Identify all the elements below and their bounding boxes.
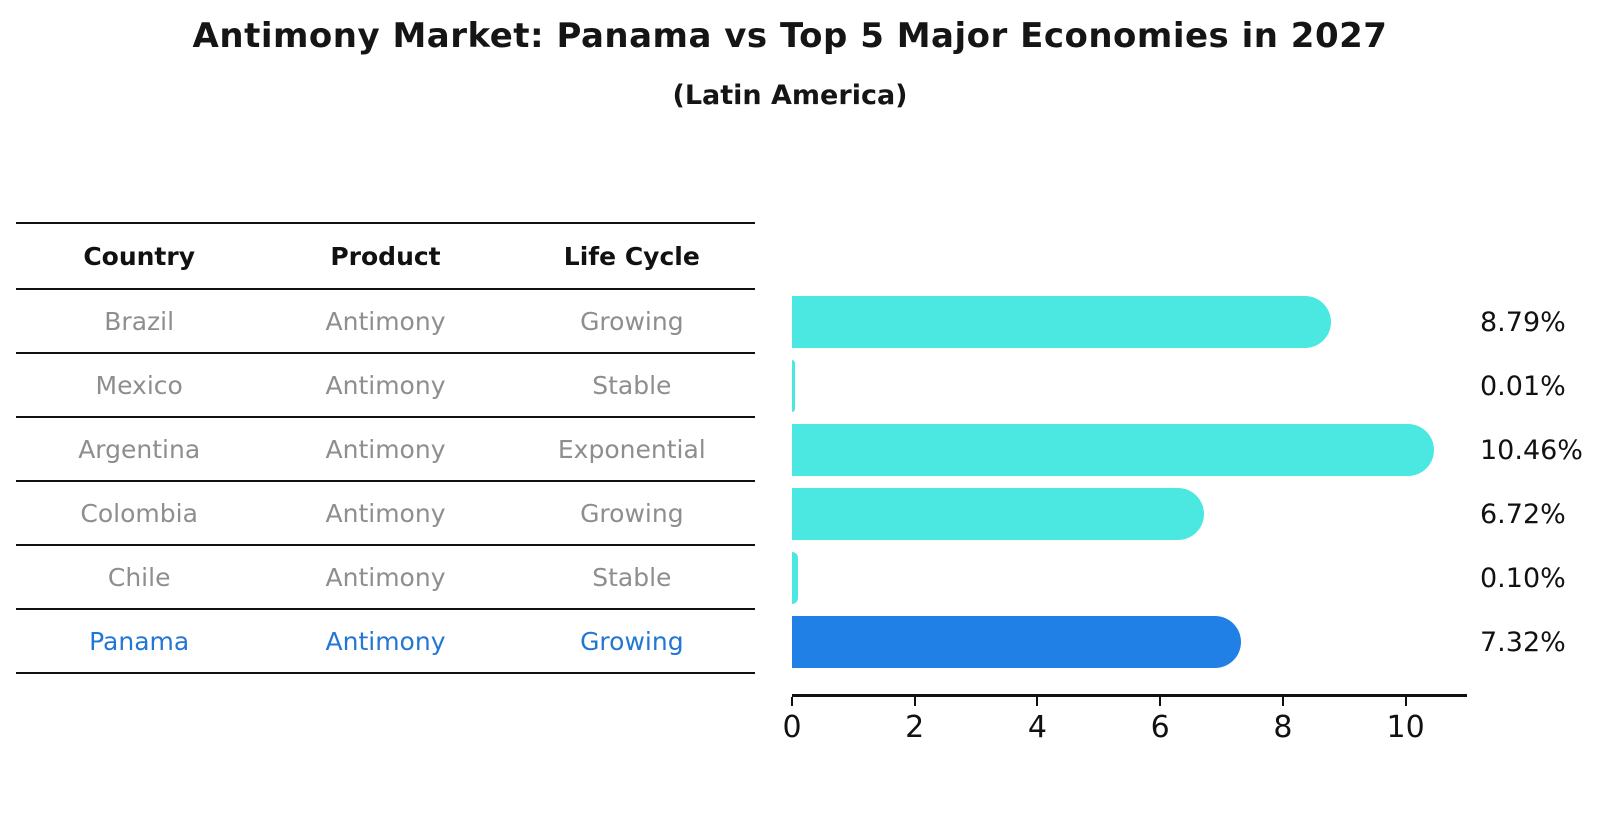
x-axis-tick-mark	[1159, 697, 1162, 706]
cell-product: Antimony	[325, 306, 446, 336]
cell-life-cycle: Growing	[580, 626, 684, 656]
x-axis-tick-label: 4	[1027, 710, 1047, 745]
x-axis-tick-mark	[1404, 697, 1407, 706]
table-chart-gap	[755, 354, 792, 418]
table-chart-gap	[755, 418, 792, 482]
cell-life-cycle: Stable	[592, 370, 672, 400]
x-axis-tick-label: 8	[1273, 710, 1293, 745]
column-header-country: Country	[83, 241, 196, 271]
cell-life-cycle: Exponential	[557, 434, 706, 464]
cell-country: Chile	[107, 562, 171, 592]
column-header-product: Product	[330, 241, 441, 271]
bar-track-chile	[792, 546, 1467, 610]
table-row-cells: Argentina Antimony Exponential	[16, 418, 755, 482]
bar-value-label-panama: 7.32%	[1480, 626, 1566, 658]
table-row-brazil: Brazil Antimony Growing 8.79%	[16, 290, 1596, 354]
bar-value-label-colombia: 6.72%	[1480, 498, 1566, 530]
bar-value-label-argentina: 10.46%	[1480, 434, 1583, 466]
bar-mexico	[792, 360, 795, 412]
bar-track-panama	[792, 610, 1467, 674]
bar-brazil	[792, 296, 1332, 348]
bar-value-label-chile: 0.10%	[1480, 562, 1566, 594]
table-row-cells: Colombia Antimony Growing	[16, 482, 755, 546]
cell-life-cycle: Growing	[580, 306, 684, 336]
x-axis-tick-mark	[1036, 697, 1039, 706]
x-axis-tick-label: 6	[1150, 710, 1170, 745]
x-axis-tick-mark	[913, 697, 916, 706]
bar-panama	[792, 616, 1242, 668]
chart-title: Antimony Market: Panama vs Top 5 Major E…	[192, 16, 1388, 56]
cell-country: Argentina	[78, 434, 201, 464]
bar-argentina	[792, 424, 1434, 476]
cell-product: Antimony	[325, 626, 446, 656]
x-axis-tick-label: 0	[782, 710, 802, 745]
bar-chile	[792, 552, 799, 604]
column-header-life-cycle: Life Cycle	[563, 241, 700, 271]
table-row-colombia: Colombia Antimony Growing 6.72%	[16, 482, 1596, 546]
table-row-mexico: Mexico Antimony Stable 0.01%	[16, 354, 1596, 418]
x-axis-tick-label: 2	[905, 710, 925, 745]
cell-life-cycle: Growing	[580, 498, 684, 528]
cell-product: Antimony	[325, 562, 446, 592]
cell-country: Brazil	[104, 306, 175, 336]
bar-track-colombia	[792, 482, 1467, 546]
table-row-cells: Mexico Antimony Stable	[16, 354, 755, 418]
x-axis: 0 2 4 6 8 10	[782, 694, 1467, 754]
table-row-chile: Chile Antimony Stable 0.10%	[16, 546, 1596, 610]
table-row-panama: Panama Antimony Growing 7.32%	[16, 610, 1596, 674]
cell-product: Antimony	[325, 498, 446, 528]
cell-product: Antimony	[325, 434, 446, 464]
table-chart-gap	[755, 610, 792, 674]
table-row-cells: Chile Antimony Stable	[16, 546, 755, 610]
x-axis-tick-mark	[791, 697, 793, 706]
table-chart-gap	[755, 290, 792, 354]
bar-track-brazil	[792, 290, 1467, 354]
table-row-cells: Panama Antimony Growing	[16, 610, 755, 674]
table-row-argentina: Argentina Antimony Exponential 10.46%	[16, 418, 1596, 482]
table-header-row: Country Product Life Cycle	[16, 222, 1596, 290]
bar-colombia	[792, 488, 1205, 540]
table-rows-and-bars: Brazil Antimony Growing 8.79% Mexico Antimony…	[16, 290, 1596, 674]
x-axis-tick-label: 10	[1386, 710, 1425, 745]
cell-country: Mexico	[95, 370, 183, 400]
table-and-chart: Country Product Life Cycle Brazil Antimon…	[16, 222, 1596, 745]
table-chart-gap	[755, 546, 792, 610]
chart-subtitle: (Latin America)	[672, 80, 908, 111]
cell-life-cycle: Stable	[592, 562, 672, 592]
cell-product: Antimony	[325, 370, 446, 400]
cell-country: Panama	[89, 626, 190, 656]
x-axis-tick-mark	[1281, 697, 1284, 706]
bar-track-argentina	[792, 418, 1467, 482]
table-row-cells: Brazil Antimony Growing	[16, 290, 755, 354]
table-header-group: Country Product Life Cycle	[16, 222, 755, 290]
cell-country: Colombia	[80, 498, 198, 528]
x-axis-line	[792, 694, 1467, 697]
bar-track-mexico	[792, 354, 1467, 418]
bar-value-label-mexico: 0.01%	[1480, 370, 1566, 402]
table-chart-gap	[755, 482, 792, 546]
bar-value-label-brazil: 8.79%	[1480, 306, 1566, 338]
